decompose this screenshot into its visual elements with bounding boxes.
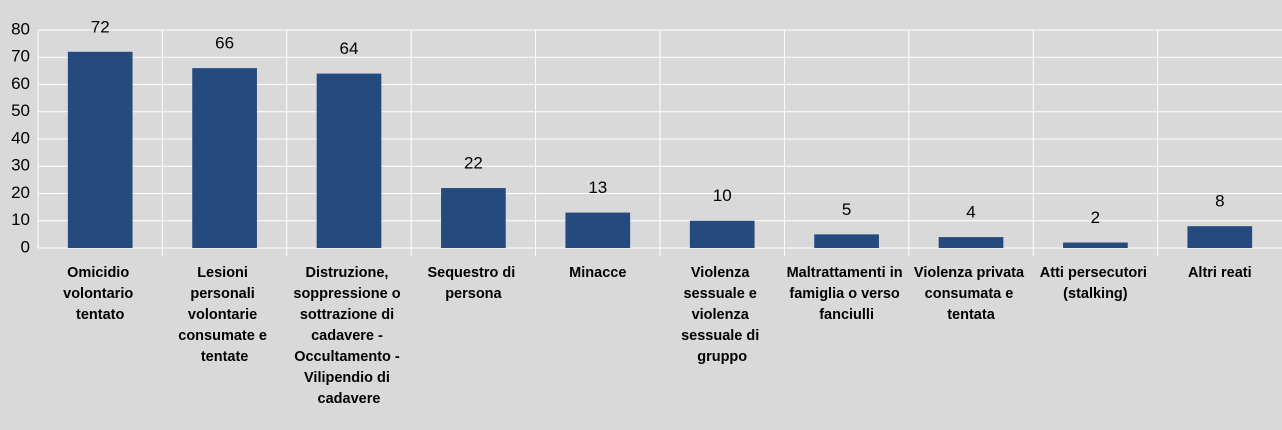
y-tick-label: 80 (11, 19, 30, 38)
x-tick-label: Distruzione, soppressione o sottrazione … (293, 265, 404, 407)
x-tick-label: Lesioni personali volontarie consumate e… (178, 265, 271, 365)
value-label: 66 (215, 34, 234, 53)
bar (1063, 242, 1128, 248)
value-label: 13 (588, 178, 607, 197)
x-tick-label: Maltrattamenti in famiglia o verso fanci… (787, 265, 907, 323)
bar (1187, 226, 1253, 248)
y-tick-label: 10 (11, 210, 30, 229)
value-label: 72 (91, 17, 110, 36)
y-tick-label: 30 (11, 156, 30, 175)
y-tick-label: 60 (11, 74, 30, 93)
bar (192, 68, 257, 249)
x-tick-label: Omicidio volontario tentato (63, 265, 137, 323)
bar (814, 234, 879, 248)
bar (316, 73, 382, 248)
value-label: 22 (464, 154, 483, 173)
y-tick-label: 70 (11, 47, 30, 66)
x-tick-label: Violenza sessuale e violenza sessuale di… (681, 265, 763, 365)
x-tick-label: Atti persecutori (stalking) (1040, 265, 1151, 302)
bar (67, 51, 133, 248)
y-tick-label: 0 (21, 237, 30, 256)
bar (441, 188, 506, 248)
x-tick-label: Sequestro di persona (427, 265, 519, 302)
value-label: 8 (1215, 192, 1224, 211)
y-tick-label: 50 (11, 101, 30, 120)
bar (565, 212, 631, 248)
x-tick-label: Altri reati (1188, 265, 1252, 281)
value-label: 4 (966, 203, 975, 222)
x-tick-label: Minacce (569, 265, 626, 281)
value-label: 10 (713, 186, 732, 205)
value-label: 5 (842, 200, 851, 219)
y-tick-label: 20 (11, 183, 30, 202)
y-tick-label: 40 (11, 128, 30, 147)
bar (689, 220, 755, 248)
bar (938, 237, 1004, 248)
x-tick-label: Violenza privata consumata e tentata (914, 265, 1028, 323)
value-label: 64 (340, 39, 359, 58)
value-label: 2 (1091, 208, 1100, 227)
